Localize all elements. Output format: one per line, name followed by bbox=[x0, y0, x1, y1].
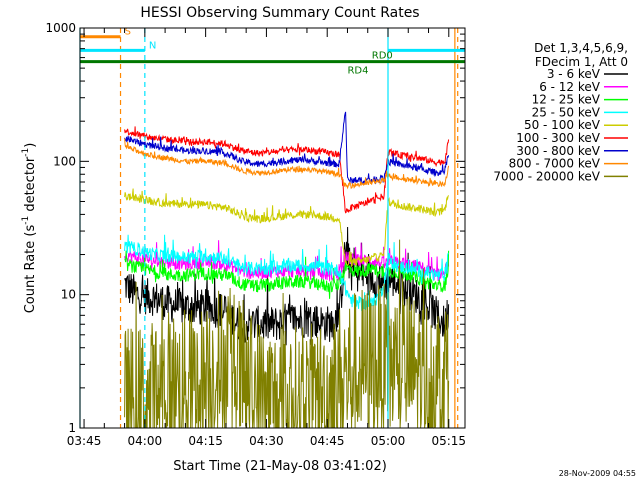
y-axis-label-sup2: -1 bbox=[21, 148, 31, 157]
legend-header-line1: Det 1,3,4,5,6,9, bbox=[534, 41, 628, 55]
legend-header-line2: FDecim 1, Att 0 bbox=[535, 55, 628, 69]
y-axis-label-mid: detector bbox=[23, 156, 38, 216]
flag-label-rd4: RD4 bbox=[347, 66, 368, 77]
legend-entry-label: 300 - 800 keV bbox=[516, 144, 600, 158]
x-tick-label: 04:30 bbox=[249, 434, 284, 448]
x-tick-label: 03:45 bbox=[67, 434, 102, 448]
x-tick-label: 04:00 bbox=[128, 434, 163, 448]
flag-label-rd0: RD0 bbox=[372, 51, 393, 62]
x-tick-label: 05:00 bbox=[371, 434, 406, 448]
series-line-5 bbox=[124, 188, 450, 268]
legend-entry-label: 6 - 12 keV bbox=[539, 80, 601, 94]
series-line-7 bbox=[124, 111, 450, 185]
axes: 1 10 100 1000 03:45 04:00 04:15 04:30 04:45 05:00… bbox=[45, 21, 466, 448]
legend-entry-label: 7000 - 20000 keV bbox=[493, 169, 600, 183]
legend-entry-label: 25 - 50 keV bbox=[532, 105, 601, 119]
x-tick-label: 04:45 bbox=[310, 434, 345, 448]
y-tick-label: 1000 bbox=[45, 21, 76, 35]
series-line-6 bbox=[124, 126, 450, 214]
y-axis-label-sup1: -1 bbox=[21, 216, 31, 225]
legend-entry-label: 12 - 25 keV bbox=[532, 93, 601, 107]
footer-timestamp: 28-Nov-2009 04:55 bbox=[559, 469, 636, 478]
x-tick-label: 05:15 bbox=[431, 434, 466, 448]
series-line-8 bbox=[124, 138, 450, 190]
flag-label-s: S bbox=[125, 27, 131, 38]
series-line-4 bbox=[124, 234, 449, 312]
series-line-9 bbox=[124, 239, 450, 429]
chart-title: HESSI Observing Summary Count Rates bbox=[140, 5, 419, 21]
legend-entry-label: 100 - 300 keV bbox=[516, 131, 600, 145]
legend-entry-label: 800 - 7000 keV bbox=[509, 157, 601, 171]
y-tick-label: 100 bbox=[53, 154, 76, 168]
legend-entry-label: 3 - 6 keV bbox=[547, 67, 601, 81]
y-axis-label-main: Count Rate (s bbox=[23, 225, 38, 314]
x-tick-label: 04:15 bbox=[188, 434, 223, 448]
y-axis-label-end: ) bbox=[23, 143, 38, 148]
legend-entry-label: 50 - 100 keV bbox=[524, 118, 601, 132]
y-axis-label: Count Rate (s-1 detector-1) bbox=[21, 143, 38, 314]
legend: Det 1,3,4,5,6,9, FDecim 1, Att 0 3 - 6 k… bbox=[493, 41, 628, 183]
flag-label-n: N bbox=[149, 40, 156, 51]
plot-frame bbox=[79, 27, 466, 429]
y-tick-label: 10 bbox=[61, 288, 76, 302]
x-axis-label: Start Time (21-May-08 03:41:02) bbox=[173, 459, 387, 474]
y-tick-label: 1 bbox=[68, 421, 76, 435]
